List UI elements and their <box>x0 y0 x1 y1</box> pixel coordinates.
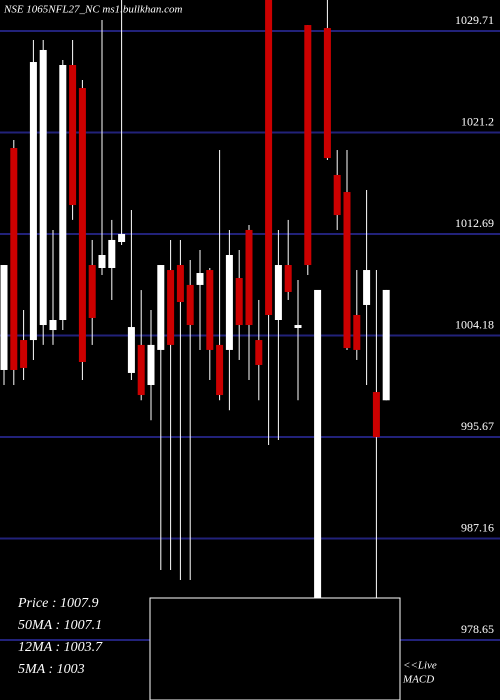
candle-body <box>206 270 214 350</box>
candle-body <box>245 229 253 326</box>
chart-title: NSE 1065NFL27_NC ms1.bullkhan.com <box>3 4 183 16</box>
candle-body <box>167 270 175 345</box>
candle-body <box>235 278 243 326</box>
candle-body <box>353 314 361 350</box>
candle-body <box>333 174 341 216</box>
y-tick-label: 987.16 <box>461 520 494 534</box>
candle-body <box>265 0 273 315</box>
y-tick-label: 1012.69 <box>455 216 494 230</box>
candle-body <box>176 265 184 302</box>
candle-body <box>323 28 331 159</box>
candle-body <box>98 255 106 269</box>
candle-body <box>314 289 322 600</box>
y-tick-label: 978.65 <box>461 622 494 636</box>
candle-body <box>39 49 47 326</box>
candle-body <box>59 65 67 321</box>
candle-body <box>69 65 77 206</box>
candle-body <box>274 265 282 321</box>
candle-body <box>29 62 37 341</box>
candle-body <box>127 327 135 373</box>
y-tick-label: 1021.2 <box>461 114 494 128</box>
candle-body <box>186 284 194 326</box>
candle-body <box>225 255 233 350</box>
annotation: Price : 1007.9 <box>17 596 98 611</box>
candle-body <box>255 340 263 365</box>
candle-body <box>304 25 312 266</box>
candle-body <box>216 344 224 396</box>
candle-body <box>147 344 155 386</box>
candle-body <box>78 88 86 362</box>
candle-body <box>118 234 126 243</box>
candle-body <box>343 192 351 349</box>
candle-body <box>157 265 165 350</box>
candle-body <box>108 239 116 269</box>
y-tick-label: 1029.71 <box>455 13 494 27</box>
candle-body <box>363 270 371 305</box>
y-tick-label: 1004.18 <box>455 317 494 331</box>
candle-body <box>284 265 292 292</box>
annotation: 12MA : 1003.7 <box>18 640 103 655</box>
candle-body <box>382 289 390 401</box>
annotation: 50MA : 1007.1 <box>18 618 102 633</box>
candle-body <box>0 265 8 370</box>
candle-body <box>294 325 302 328</box>
candle-body <box>137 344 145 396</box>
candle-body <box>88 265 96 318</box>
candle-body <box>10 148 18 370</box>
macd-panel <box>149 597 401 700</box>
macd-label: <<Live <box>403 660 437 672</box>
candle-body <box>372 392 380 438</box>
y-tick-label: 995.67 <box>461 419 494 433</box>
annotation: 5MA : 1003 <box>18 662 85 677</box>
macd-label: MACD <box>402 674 434 686</box>
candle-body <box>49 320 57 331</box>
candle-body <box>196 273 204 285</box>
candle-body <box>20 340 28 368</box>
